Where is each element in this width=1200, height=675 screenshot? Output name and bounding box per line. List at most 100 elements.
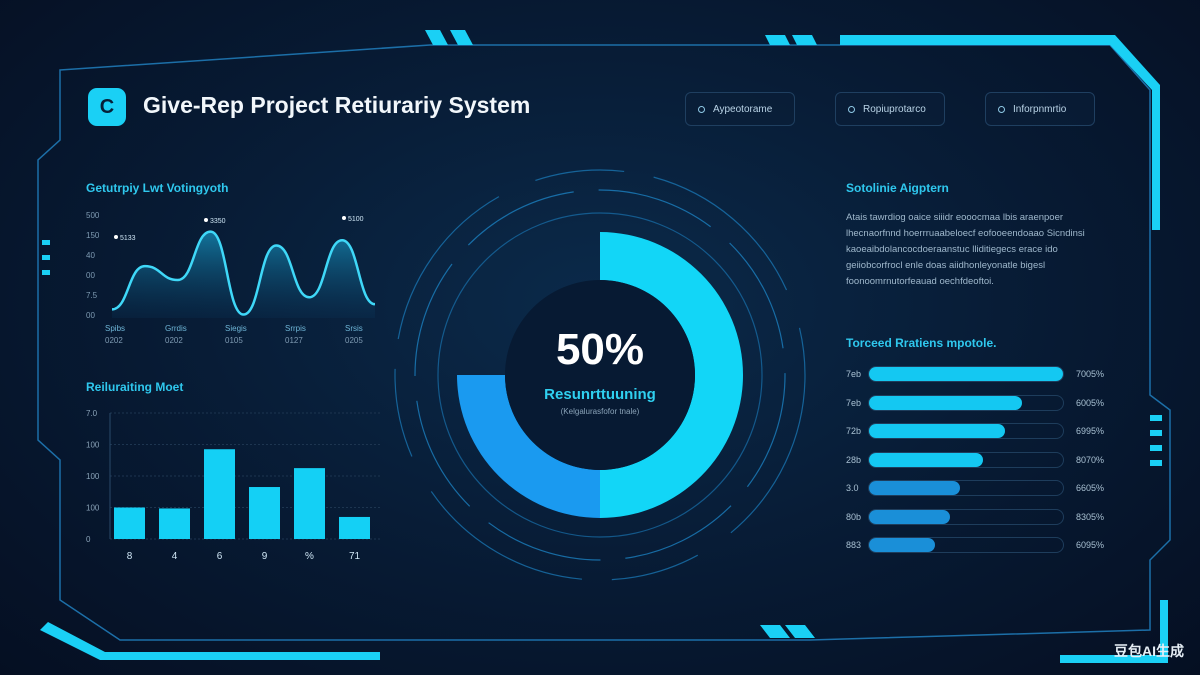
bar-chart-title: Reiluraiting Moet (86, 380, 184, 394)
logo: C (88, 88, 126, 126)
bar (294, 468, 325, 539)
annotation-dot (114, 235, 118, 239)
nav-label: Aypeotorame (713, 103, 773, 115)
x-tick-label: 6 (217, 551, 223, 562)
y-tick-label: 100 (86, 472, 100, 481)
progress-row: 72b 6995% (846, 423, 1136, 439)
summary-title: Sotolinie Aigptern (846, 181, 949, 195)
progress-row: 7eb 7005% (846, 366, 1136, 382)
progress-row: 28b 8070% (846, 451, 1136, 468)
line-area (112, 231, 375, 318)
logo-c-icon: C (99, 95, 115, 118)
progress-row: 3.0 6605% (846, 480, 1136, 496)
progress-value: 6605% (1076, 483, 1105, 493)
line-chart: 500 150 40 00 7.5 00 5133 3350 5100 Spibs 0202 Grrd… (86, 211, 376, 345)
annotation-label: 5100 (348, 216, 364, 223)
circle-icon (698, 105, 705, 113)
progress-row: 7eb 6005% (846, 394, 1136, 411)
progress-track (868, 451, 1064, 468)
x-tick-label: 0127 (285, 336, 303, 345)
x-tick-label: 71 (349, 551, 361, 562)
watermark: 豆包AI生成 (1114, 643, 1184, 659)
progress-track (868, 394, 1064, 411)
progress-fill (869, 424, 1005, 438)
y-tick-label: 150 (86, 231, 100, 240)
x-tick-label: 0205 (345, 336, 363, 345)
y-tick-label: 00 (86, 311, 95, 320)
progress-fill (869, 481, 961, 495)
progress-value: 6005% (1076, 397, 1105, 408)
y-tick-label: 500 (86, 211, 100, 220)
circle-icon (848, 105, 855, 113)
x-tick-label: 0202 (105, 336, 123, 345)
progress-track (868, 366, 1064, 382)
nav-button-3[interactable]: Inforpnmrtio (985, 92, 1095, 126)
line-chart-title: Getutrpiy Lwt Votingyoth (86, 181, 229, 195)
progress-fill (869, 452, 984, 467)
donut-segment (600, 232, 743, 518)
progress-fill (869, 395, 1023, 410)
progress-label: 80b (846, 511, 862, 522)
progress-value: 6995% (1076, 426, 1105, 436)
progress-track (868, 423, 1064, 439)
progress-value: 8305% (1076, 511, 1105, 522)
progress-title: Torceed Rratiens mpotole. (846, 336, 997, 350)
donut-label: Resunrttuuning (544, 386, 656, 403)
nav-button-2[interactable]: Ropiuprotarco (835, 92, 945, 126)
progress-value: 8070% (1076, 454, 1105, 465)
progress-row: 883 6095% (846, 537, 1136, 553)
page-title: Give-Rep Project Retiurariy System (143, 92, 531, 118)
x-tick-label: 8 (127, 551, 133, 562)
y-tick-label: 7.0 (86, 409, 98, 418)
x-tick-label: 4 (172, 551, 178, 562)
y-tick-label: 7.5 (86, 291, 98, 300)
donut-sublabel: (Kelgalurasfofor tnale) (560, 407, 640, 416)
annotation-label: 5133 (120, 235, 136, 242)
donut-hole (505, 280, 695, 470)
annotation-label: 3350 (210, 218, 226, 225)
y-tick-label: 0 (86, 535, 91, 544)
y-tick-label: 00 (86, 271, 95, 280)
progress-track (868, 480, 1064, 496)
progress-label: 28b (846, 454, 862, 465)
progress-track (868, 537, 1064, 553)
y-tick-label: 100 (86, 441, 100, 450)
x-tick-label: Srrpis (285, 324, 306, 333)
x-tick-label: Grrdis (165, 324, 187, 333)
x-tick-label: % (305, 551, 314, 562)
circle-icon (998, 105, 1005, 113)
progress-fill (869, 367, 1063, 381)
line-series (111, 230, 376, 316)
bar (204, 449, 235, 539)
progress-label: 7eb (846, 397, 862, 408)
progress-row: 80b 8305% (846, 508, 1136, 525)
x-tick-label: 9 (262, 551, 268, 562)
progress-value: 7005% (1076, 369, 1105, 379)
progress-label: 3.0 (846, 483, 859, 493)
progress-label: 7eb (846, 369, 862, 379)
donut-chart (457, 232, 743, 518)
progress-track (868, 508, 1064, 525)
summary-text: Atais tawrdiog oaice siiidr eooocmaa lbi… (846, 212, 1085, 287)
y-tick-label: 100 (86, 504, 100, 513)
nav-button-1[interactable]: Aypeotorame (685, 92, 795, 126)
x-tick-label: Siegis (225, 324, 247, 333)
bar (339, 516, 370, 539)
progress-fill (869, 538, 935, 552)
y-tick-label: 40 (86, 251, 95, 260)
bar-chart: 0 100 100 100 7.0 8 4 6 9% 71 (86, 409, 380, 562)
progress-label: 883 (846, 540, 862, 550)
x-tick-label: 0202 (165, 336, 183, 345)
nav-label: Inforpnmrtio (1013, 103, 1067, 115)
donut-value: 50% (555, 325, 645, 374)
progress-label: 72b (846, 426, 862, 436)
x-tick-label: Srsis (345, 324, 363, 333)
donut-segment (457, 375, 600, 518)
bar (114, 507, 145, 539)
progress-value: 6095% (1076, 540, 1105, 550)
bar (159, 508, 190, 539)
annotation-dot (342, 216, 346, 220)
x-tick-label: Spibs (105, 324, 125, 333)
nav-label: Ropiuprotarco (863, 103, 926, 115)
